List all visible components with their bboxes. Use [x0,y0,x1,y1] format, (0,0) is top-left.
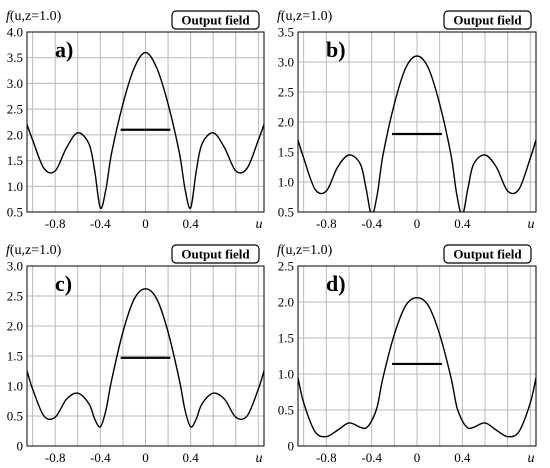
y-tick-label: 0.5 [278,205,294,220]
x-tick-label: 0.4 [183,450,200,465]
series-line [27,51,264,210]
y-axis-label-function: f [6,243,12,258]
x-axis-label: u [528,451,535,466]
x-axis-label: u [256,217,263,232]
panel-c: 0 0.5 1.0 1.5 2.0 2.5 3.0 -0.8 -0.4 0 0.4 u f(u,z=1.… [6,243,265,466]
y-tick-label: 2.0 [278,115,294,130]
x-tick-label: 0 [414,450,421,465]
y-tick-label: 2.0 [278,295,294,310]
y-tick-label: 0 [288,439,295,454]
y-axis-label-args: (u,z=1.0) [10,9,62,24]
y-tick-label: 1.0 [278,175,294,190]
x-tick-label: -0.4 [90,450,111,465]
y-tick-label: 2.5 [7,289,23,304]
y-tick-label: 1.0 [278,367,294,382]
series-line [298,296,536,438]
y-axis-label-function: f [277,243,283,258]
y-tick-label: 2.5 [7,102,23,117]
y-axis-label-function: f [277,9,283,24]
y-axis-label-args: (u,z=1.0) [10,243,62,258]
plot-frame [26,265,265,447]
y-tick-label: 3.0 [7,259,23,274]
y-tick-label: 1.5 [278,331,294,346]
y-axis-label-function: f [6,9,12,24]
y-tick-label: 3.5 [278,25,294,40]
x-tick-label: 0.4 [454,216,471,231]
y-tick-label: 3.0 [278,55,294,70]
output-field-badge-label: Output field [181,247,250,262]
output-field-badge [171,10,260,30]
y-tick-label: 0.5 [7,409,23,424]
output-field-badge-label: Output field [453,247,522,262]
y-axis-label: f(u,z=1.0) [6,243,62,258]
x-tick-label: 0.4 [454,450,471,465]
output-field-badge [171,244,260,264]
plot-frame [297,31,537,213]
x-tick-label: -0.4 [90,216,111,231]
y-tick-label: 2.5 [278,259,294,274]
y-tick-label: 2.5 [278,85,294,100]
panel-label: b) [326,37,346,62]
panel-d: 0 0.5 1.0 1.5 2.0 2.5 -0.8 -0.4 0 0.4 u f(u,z=1.0) O… [277,243,537,466]
output-field-badge-label: Output field [181,13,250,28]
series-line [27,288,264,428]
y-axis-label: f(u,z=1.0) [277,243,333,258]
series-line [298,55,536,212]
panel-a: 0.5 1.0 1.5 2.0 2.5 3.0 3.5 4.0 -0.8 -0.4 0 0.4 u f(u… [6,9,265,232]
x-tick-label: -0.8 [45,216,66,231]
x-tick-label: 0 [414,216,421,231]
x-tick-label: -0.4 [361,216,382,231]
y-tick-label: 0.5 [278,403,294,418]
y-tick-label: 0 [17,439,24,454]
panel-label: a) [55,37,73,62]
y-tick-label: 3.5 [7,50,23,65]
panel-label: c) [55,271,72,296]
plot-frame [26,31,265,213]
panel-b: 0.5 1.0 1.5 2.0 2.5 3.0 3.5 -0.8 -0.4 0 0.4 u f(u,z=… [277,9,537,232]
y-axis-label: f(u,z=1.0) [6,9,62,24]
y-tick-label: 0.5 [7,205,23,220]
y-axis-label: f(u,z=1.0) [277,9,333,24]
y-tick-label: 1.5 [278,145,294,160]
y-tick-label: 2.0 [7,319,23,334]
output-field-badge [443,244,532,264]
y-tick-label: 1.5 [7,153,23,168]
y-tick-label: 4.0 [7,25,23,40]
plot-frame [297,265,537,447]
x-tick-label: -0.8 [316,216,337,231]
x-tick-label: 0.4 [183,216,200,231]
output-field-badge [443,10,532,30]
y-axis-label-args: (u,z=1.0) [281,243,333,258]
x-axis-label: u [256,451,263,466]
panel-label: d) [326,271,346,296]
y-tick-label: 3.0 [7,76,23,91]
y-axis-label-args: (u,z=1.0) [281,9,333,24]
x-axis-label: u [528,217,535,232]
x-tick-label: 0 [142,216,149,231]
x-tick-label: 0 [142,450,149,465]
y-tick-label: 1.5 [7,349,23,364]
x-tick-label: -0.8 [45,450,66,465]
y-tick-label: 2.0 [7,127,23,142]
y-tick-label: 1.0 [7,379,23,394]
x-tick-label: -0.4 [361,450,382,465]
output-field-badge-label: Output field [453,13,522,28]
y-tick-label: 1.0 [7,179,23,194]
x-tick-label: -0.8 [316,450,337,465]
